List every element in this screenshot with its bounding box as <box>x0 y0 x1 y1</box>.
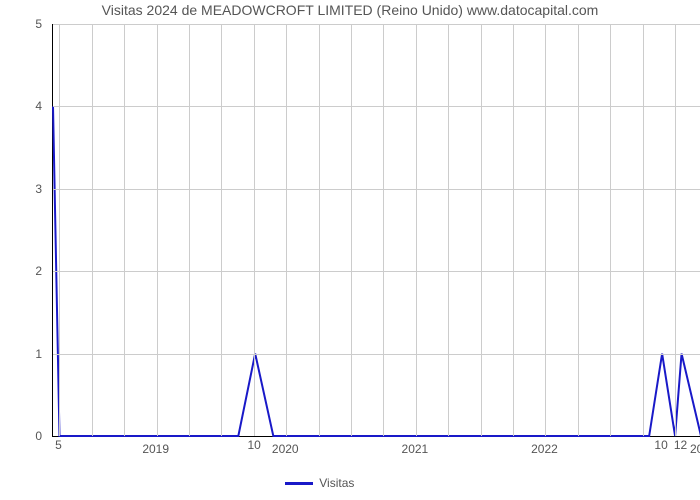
x-gridline <box>513 24 514 436</box>
x-gridline <box>448 24 449 436</box>
y-tick-label: 1 <box>12 347 42 361</box>
data-line <box>53 24 700 436</box>
x-gridline <box>157 24 158 436</box>
x-gridline <box>545 24 546 436</box>
y-tick-label: 2 <box>12 264 42 278</box>
y-gridline <box>53 106 700 107</box>
chart-title: Visitas 2024 de MEADOWCROFT LIMITED (Rei… <box>0 2 700 18</box>
x-gridline <box>416 24 417 436</box>
data-point-label: 10 <box>247 438 260 452</box>
x-tick-label: 2021 <box>402 442 429 456</box>
x-gridline <box>578 24 579 436</box>
y-gridline <box>53 189 700 190</box>
x-gridline <box>59 24 60 436</box>
y-gridline <box>53 354 700 355</box>
x-gridline <box>319 24 320 436</box>
x-gridline <box>124 24 125 436</box>
y-tick-label: 0 <box>12 429 42 443</box>
legend-label: Visitas <box>319 476 354 490</box>
x-tick-label: 202 <box>690 442 700 456</box>
x-gridline <box>286 24 287 436</box>
plot-area <box>52 24 700 437</box>
x-gridline <box>92 24 93 436</box>
x-gridline <box>351 24 352 436</box>
x-tick-label: 2022 <box>531 442 558 456</box>
x-gridline <box>675 24 676 436</box>
data-point-label: 12 <box>674 438 687 452</box>
x-gridline <box>481 24 482 436</box>
x-gridline <box>254 24 255 436</box>
data-point-label: 5 <box>55 438 62 452</box>
legend-swatch <box>285 482 313 485</box>
y-gridline <box>53 24 700 25</box>
x-gridline <box>610 24 611 436</box>
x-tick-label: 2020 <box>272 442 299 456</box>
x-gridline <box>221 24 222 436</box>
y-gridline <box>53 271 700 272</box>
x-tick-label: 2019 <box>142 442 169 456</box>
legend: Visitas <box>285 476 354 490</box>
y-tick-label: 5 <box>12 17 42 31</box>
y-tick-label: 4 <box>12 99 42 113</box>
data-point-label: 10 <box>654 438 667 452</box>
x-gridline <box>383 24 384 436</box>
y-tick-label: 3 <box>12 182 42 196</box>
x-gridline <box>643 24 644 436</box>
x-gridline <box>189 24 190 436</box>
